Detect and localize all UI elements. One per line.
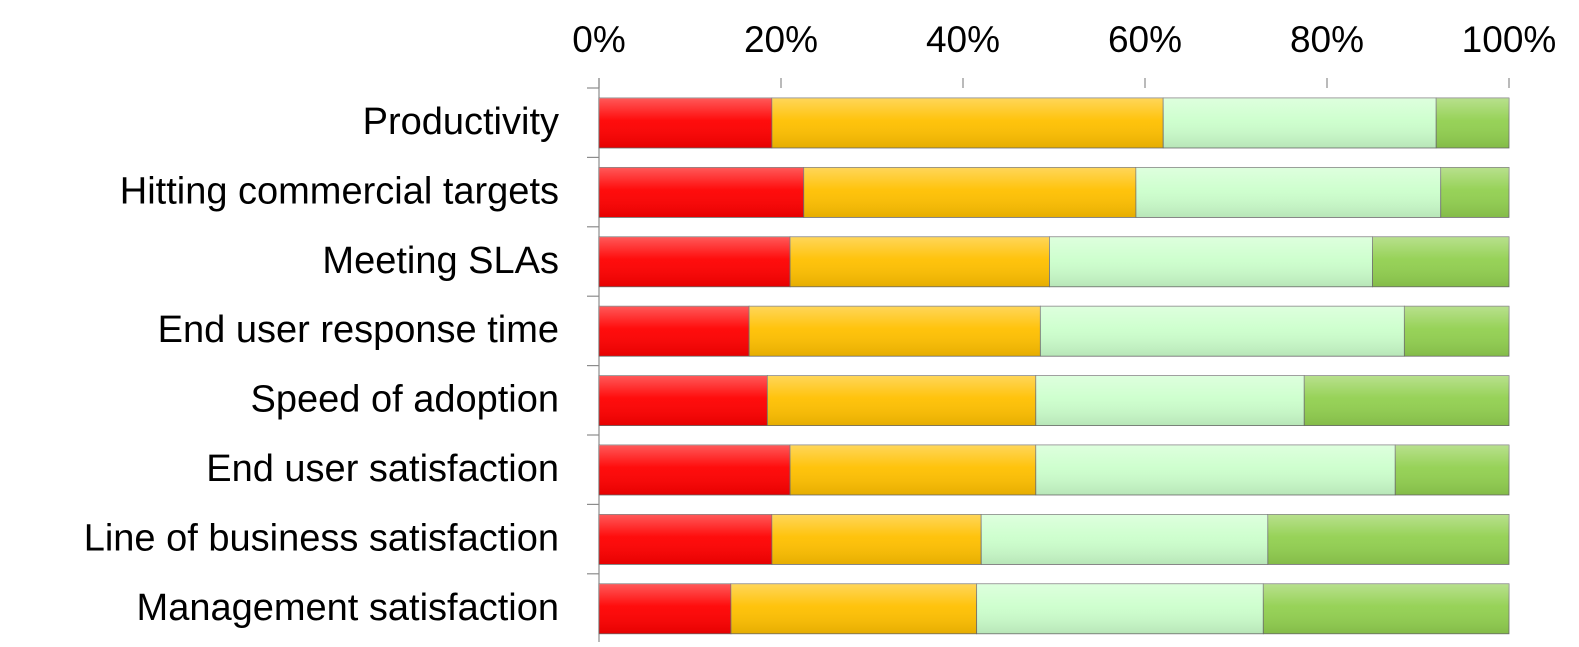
bar-segment [1303,375,1510,427]
bar-segment [1435,97,1510,149]
bar-segment [730,583,978,635]
category-label: Meeting SLAs [322,240,559,282]
bar-segment [1135,166,1442,218]
bar-segment [789,236,1050,288]
bar-row [598,166,1510,218]
x-tick-label: 20% [744,19,818,60]
bar-row [598,97,1510,149]
category-label: End user response time [158,309,559,351]
category-label: Productivity [363,101,559,143]
x-tick-label: 60% [1108,19,1182,60]
bar-segment [598,236,791,288]
x-tick-label: 100% [1462,19,1557,60]
category-label: End user satisfaction [206,448,559,490]
category-label: Hitting commercial targets [120,170,559,212]
bar-segment [598,583,732,635]
bar-row [598,305,1510,357]
bar-segment [748,305,1041,357]
axis-layer: 0% 20% 40% 60% 80% 100% [572,19,1556,642]
bar-segment [1035,375,1305,427]
category-label: Line of business satisfaction [84,517,559,559]
labels-layer: Productivity Hitting commercial targets Me… [84,101,559,629]
bar-row [598,236,1510,288]
bar-segment [1440,166,1510,218]
bar-segment [598,305,750,357]
bars-layer [598,97,1510,635]
bar-segment [598,444,791,496]
bar-segment [980,514,1269,565]
bar-segment [1262,583,1510,635]
x-tick-label: 80% [1290,19,1364,60]
bar-segment [1049,236,1373,288]
bar-segment [598,514,773,565]
category-label: Speed of adoption [251,379,560,421]
x-tick-label: 0% [572,19,625,60]
bar-segment [1372,236,1510,288]
bar-row [598,375,1510,427]
bar-segment [1035,444,1396,496]
bar-segment [771,97,1164,149]
bar-segment [598,166,805,218]
category-label: Management satisfaction [137,587,559,629]
bar-segment [598,97,773,149]
x-tick-label: 40% [926,19,1000,60]
bar-segment [1039,305,1405,357]
bar-segment [598,375,768,427]
bar-segment [803,166,1137,218]
bar-segment [1403,305,1510,357]
bar-segment [1267,514,1510,565]
bar-row [598,514,1510,565]
bar-segment [766,375,1037,427]
bar-row [598,444,1510,496]
bar-segment [976,583,1264,635]
bar-segment [1162,97,1437,149]
bar-segment [1394,444,1510,496]
bar-segment [771,514,982,565]
bar-row [598,583,1510,635]
bar-segment [789,444,1037,496]
